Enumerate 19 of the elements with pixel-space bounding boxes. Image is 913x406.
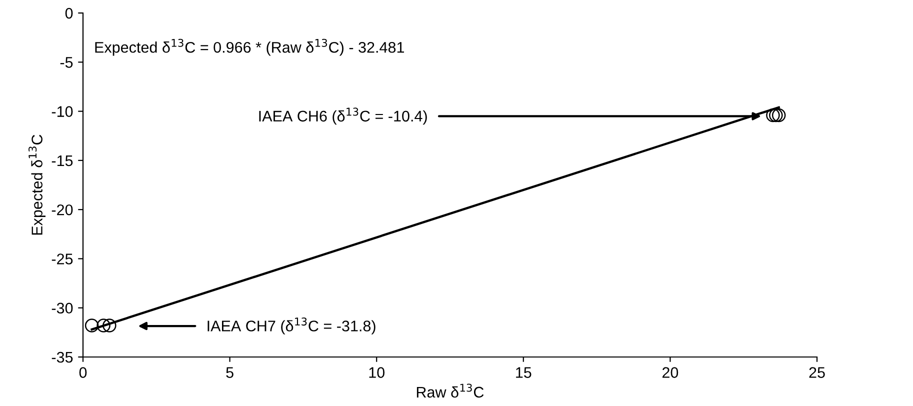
x-axis-title: Raw δ$^{13}$C [416, 384, 484, 398]
x-tick-label: 20 [662, 367, 678, 378]
y-tick-label: -30 [52, 302, 73, 314]
x-tick-label: 15 [516, 367, 532, 378]
y-tick-label: -20 [52, 204, 73, 216]
y-tick-label: 0 [65, 8, 73, 19]
annotation: IAEA CH6 (δ$^{13}$C = -10.4) [259, 108, 427, 125]
y-tick-label: -25 [52, 254, 73, 264]
annotation: IAEA CH7 (δ$^{13}$C = -31.8) [208, 317, 376, 334]
x-tick-label: 25 [809, 367, 825, 378]
y-tick-label: -15 [52, 155, 73, 166]
x-tick-label: 10 [369, 367, 384, 378]
y-tick-label: -35 [52, 352, 73, 363]
y-axis-title: Expected δ$^{13}$C [28, 134, 46, 235]
annotation: Expected δ$^{13}$C = 0.966 * (Raw δ$^{13}$C) - 32.481 [95, 38, 404, 56]
y-tick-label: -10 [52, 106, 73, 117]
x-tick-label: 5 [226, 367, 234, 378]
x-tick-label: 0 [79, 367, 87, 378]
y-tick-label: -5 [60, 57, 73, 68]
